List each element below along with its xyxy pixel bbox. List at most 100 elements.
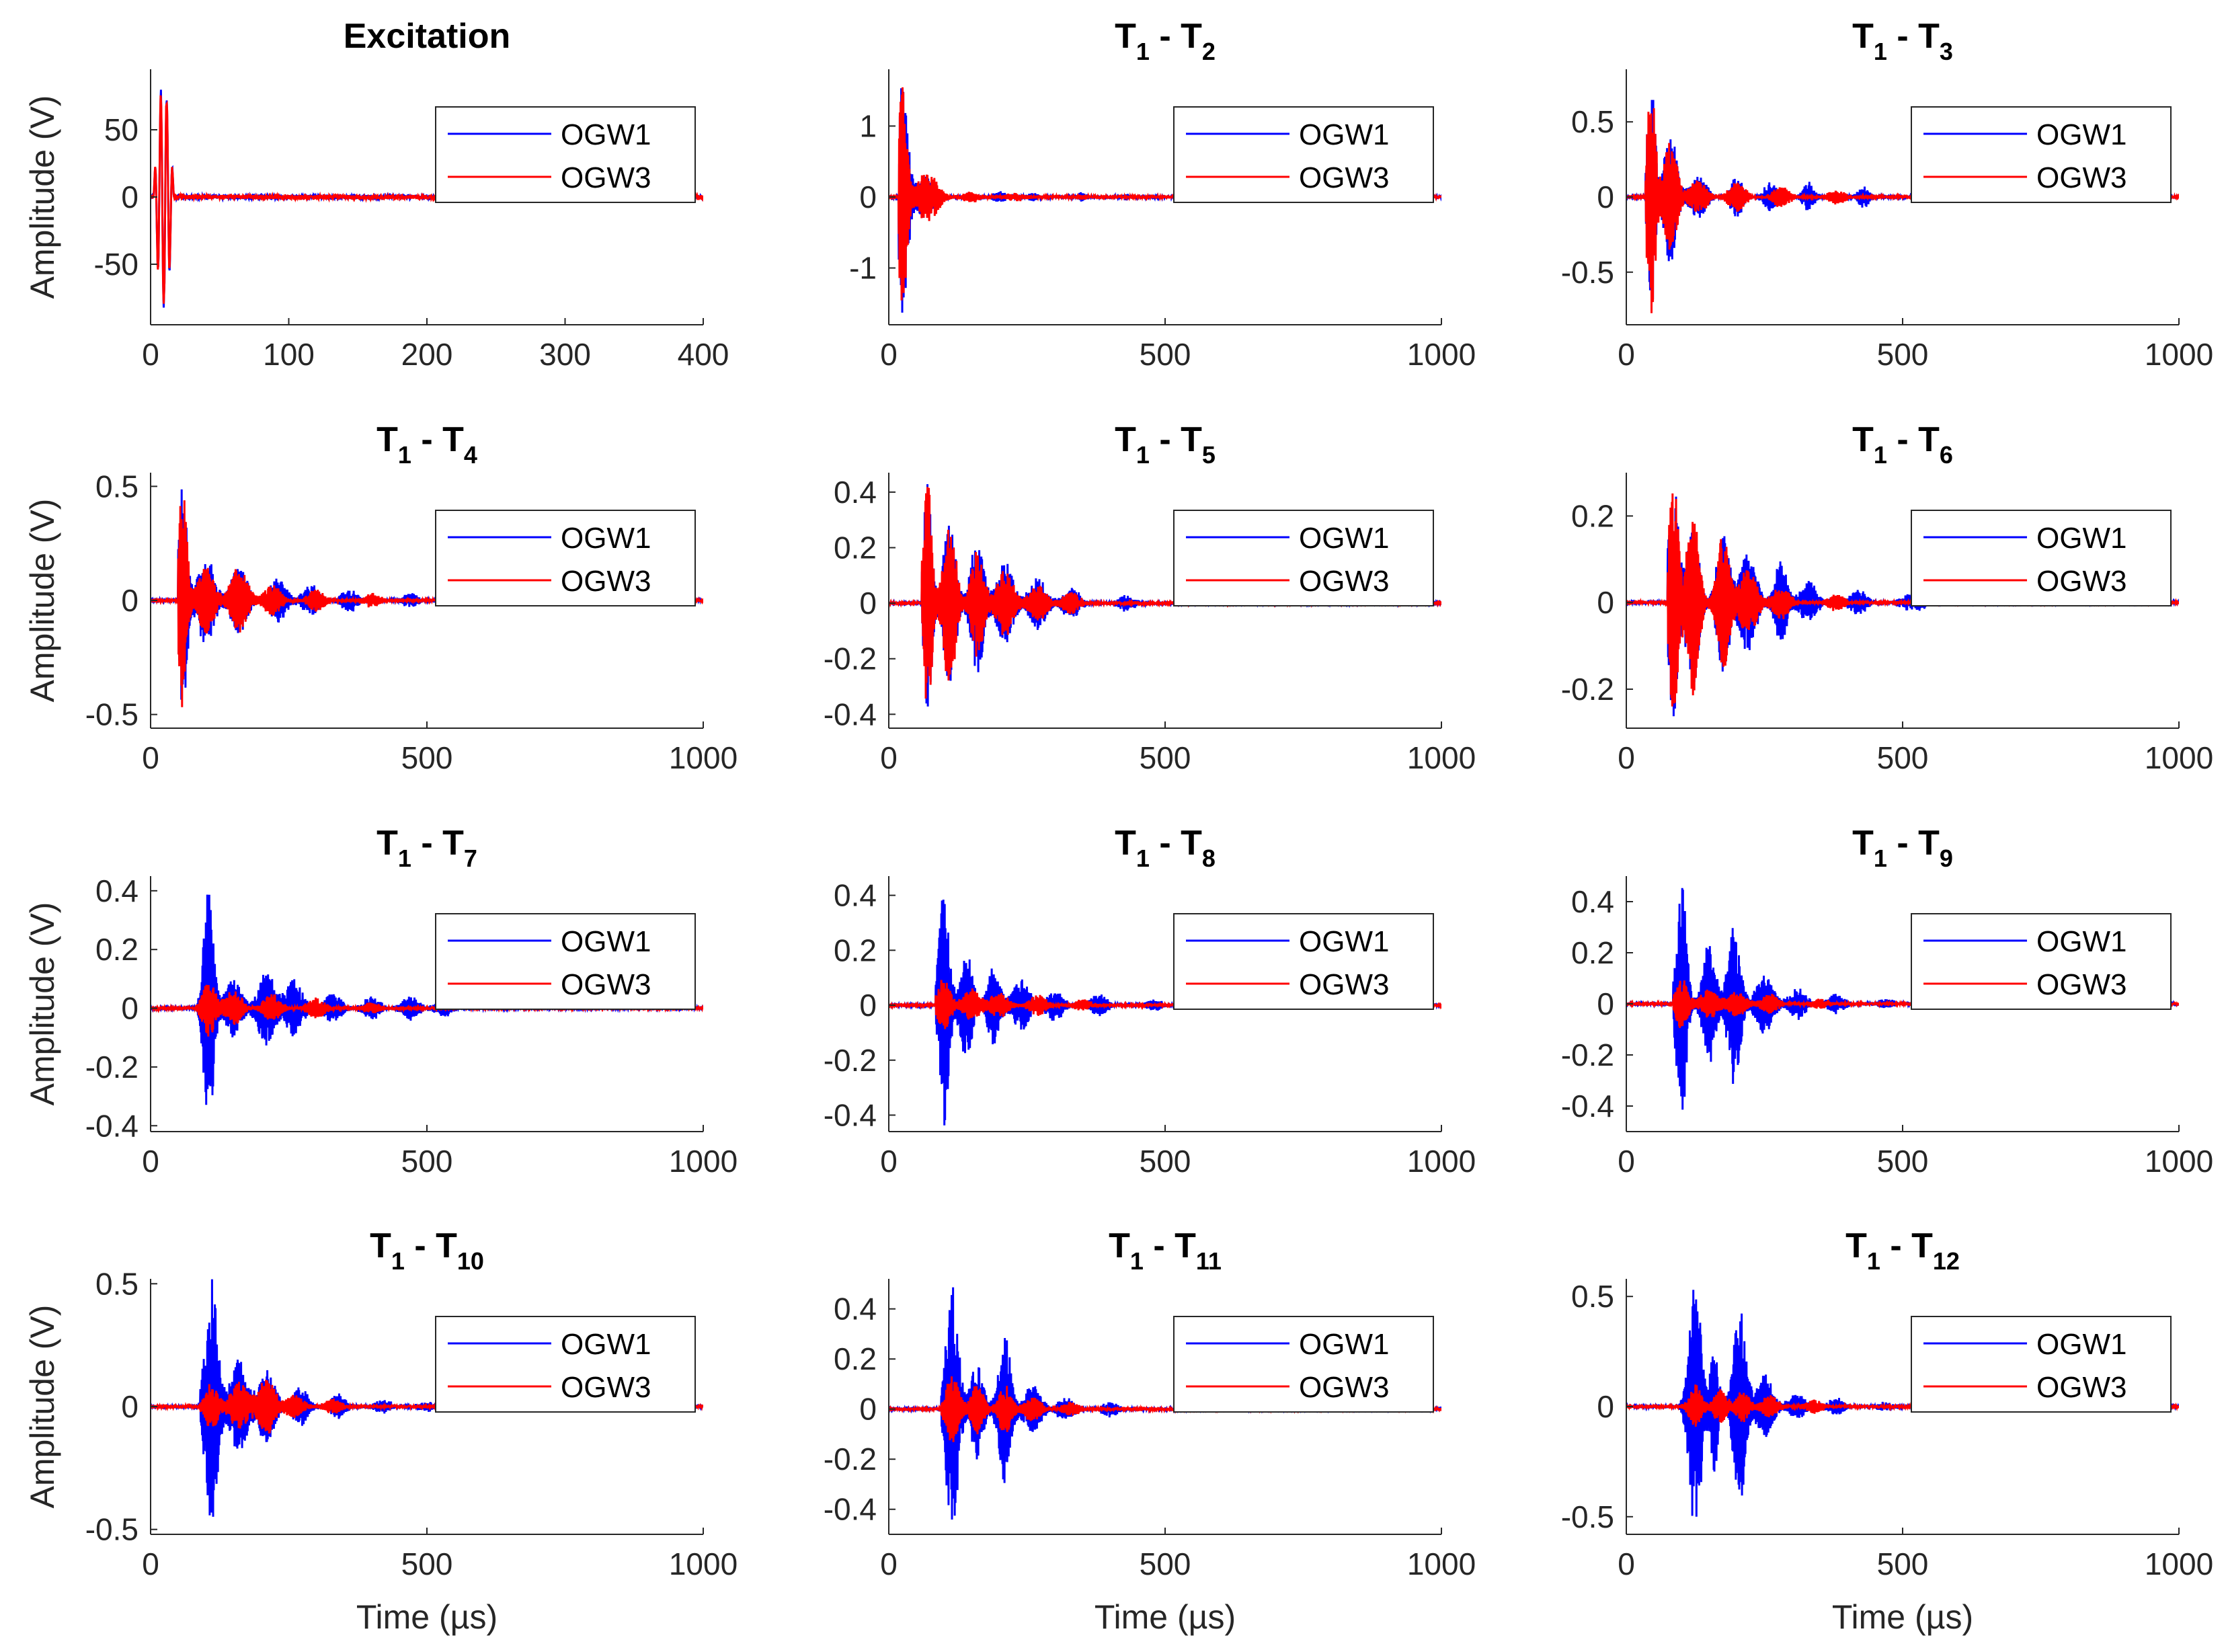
subplot-3: 0 500 1000 0.5 0 -0.5 T1 - T3 OGW1 OGW3 xyxy=(1561,17,2213,372)
legend-box xyxy=(1911,913,2172,1010)
y-tick-label: 0.2 xyxy=(834,933,877,968)
title-text: - T xyxy=(411,824,464,863)
legend-label-ogw3: OGW3 xyxy=(1299,968,1389,1001)
y-tick-label: 0 xyxy=(1597,1389,1614,1424)
legend-box xyxy=(1173,106,1434,203)
subplot-title: T1 - T8 xyxy=(1115,824,1216,872)
subplot-title: T1 - T10 xyxy=(370,1226,484,1275)
legend: OGW1 OGW3 xyxy=(1173,913,1434,1010)
y-tick-label: 0.4 xyxy=(834,1292,877,1327)
legend: OGW1 OGW3 xyxy=(435,106,696,203)
legend-box xyxy=(435,106,696,203)
legend: OGW1 OGW3 xyxy=(435,913,696,1010)
x-tick-label: 0 xyxy=(1618,740,1635,775)
y-tick-label: 0.4 xyxy=(834,878,877,913)
y-tick-label: 0 xyxy=(1597,585,1614,620)
title-text: T xyxy=(370,1226,391,1265)
x-axis-label: Time (µs) xyxy=(356,1598,498,1636)
x-tick-label: 1000 xyxy=(1407,1546,1476,1581)
legend-box xyxy=(435,913,696,1010)
y-tick-label: -0.5 xyxy=(85,1512,138,1547)
y-tick-label: -1 xyxy=(849,251,877,286)
y-tick-label: 0 xyxy=(859,1392,877,1427)
title-subscript: 1 xyxy=(1867,1247,1880,1275)
subplot-title: T1 - T11 xyxy=(1109,1226,1222,1275)
x-tick-label: 0 xyxy=(880,740,898,775)
y-axis-label: Amplitude (V) xyxy=(24,499,61,703)
y-tick-label: 0.2 xyxy=(834,530,877,565)
title-subscript: 1 xyxy=(1136,844,1150,872)
y-axis-label: Amplitude (V) xyxy=(24,902,61,1106)
y-tick-label: 0 xyxy=(1597,986,1614,1021)
title-subscript: 3 xyxy=(1940,38,1953,65)
legend-label-ogw1: OGW1 xyxy=(2036,1328,2126,1361)
legend-label-ogw3: OGW3 xyxy=(1299,565,1389,598)
y-tick-label: -0.4 xyxy=(824,1492,877,1527)
x-tick-label: 1000 xyxy=(669,1546,738,1581)
title-subscript: 1 xyxy=(1874,38,1887,65)
y-tick-label: 0 xyxy=(121,991,138,1026)
title-subscript: 7 xyxy=(464,844,477,872)
legend-box xyxy=(435,1316,696,1413)
legend: OGW1 OGW3 xyxy=(1911,106,2172,203)
x-tick-label: 0 xyxy=(142,1144,159,1179)
legend-label-ogw1: OGW1 xyxy=(1299,522,1389,555)
subplot-title: T1 - T6 xyxy=(1852,420,1953,469)
legend-label-ogw3: OGW3 xyxy=(561,565,651,598)
title-text: T xyxy=(1852,17,1874,56)
y-tick-label: -0.5 xyxy=(1561,255,1614,290)
y-tick-label: -0.2 xyxy=(824,1043,877,1078)
x-tick-label: 0 xyxy=(880,337,898,372)
title-text: - T xyxy=(1150,824,1202,863)
subplot-title: T1 - T12 xyxy=(1845,1226,1960,1275)
legend-box xyxy=(1173,1316,1434,1413)
x-tick-label: 500 xyxy=(1877,1144,1929,1179)
title-subscript: 5 xyxy=(1202,441,1216,469)
y-tick-label: -0.5 xyxy=(1561,1499,1614,1534)
legend-box xyxy=(1911,106,2172,203)
title-text: T xyxy=(1845,1226,1867,1265)
legend-box xyxy=(1911,1316,2172,1413)
legend-label-ogw1: OGW1 xyxy=(1299,118,1389,151)
y-tick-label: -0.4 xyxy=(85,1108,138,1143)
x-axis-label: Time (µs) xyxy=(1832,1598,1973,1636)
title-text: T xyxy=(1852,420,1874,459)
subplot-5: 0 500 1000 0.4 0.2 0 -0.2 -0.4 T1 - T5 OGW1 OGW3 xyxy=(824,420,1476,775)
title-subscript: 1 xyxy=(1136,441,1150,469)
y-tick-label: 0 xyxy=(859,988,877,1023)
y-tick-label: 0.2 xyxy=(95,932,138,967)
x-tick-label: 200 xyxy=(401,337,453,372)
title-subscript: 1 xyxy=(398,441,411,469)
title-text: - T xyxy=(1150,17,1202,56)
y-tick-label: 0.5 xyxy=(1571,104,1614,139)
y-tick-label: 1 xyxy=(859,108,877,143)
legend-label-ogw1: OGW1 xyxy=(1299,925,1389,958)
legend-label-ogw1: OGW1 xyxy=(561,925,651,958)
x-tick-label: 500 xyxy=(1877,740,1929,775)
title-text: - T xyxy=(411,420,464,459)
x-tick-label: 0 xyxy=(142,337,159,372)
x-tick-label: 1000 xyxy=(2145,1144,2213,1179)
y-tick-label: 0.5 xyxy=(95,469,138,504)
x-tick-label: 500 xyxy=(1140,337,1191,372)
legend: OGW1 OGW3 xyxy=(435,510,696,606)
y-tick-label: 50 xyxy=(104,112,138,147)
x-tick-label: 0 xyxy=(880,1144,898,1179)
legend: OGW1 OGW3 xyxy=(1911,510,2172,606)
legend-label-ogw3: OGW3 xyxy=(2036,161,2126,194)
subplot-7: 0 500 1000 0.4 0.2 0 -0.2 -0.4 T1 - T7 OGW1 OGW3 Am… xyxy=(24,824,738,1179)
y-tick-label: 0.2 xyxy=(1571,498,1614,533)
title-subscript: 6 xyxy=(1940,441,1953,469)
title-text: - T xyxy=(1887,824,1940,863)
x-tick-label: 400 xyxy=(678,337,729,372)
y-tick-label: 0 xyxy=(121,1389,138,1424)
subplot-title: T1 - T5 xyxy=(1115,420,1216,469)
title-subscript: 8 xyxy=(1202,844,1216,872)
y-tick-label: 0.2 xyxy=(834,1341,877,1376)
subplot-8: 0 500 1000 0.4 0.2 0 -0.2 -0.4 T1 - T8 OGW1 OGW3 xyxy=(824,824,1476,1179)
title-text: - T xyxy=(1144,1226,1196,1265)
y-tick-label: 0.4 xyxy=(95,873,138,908)
title-text: T xyxy=(1109,1226,1130,1265)
